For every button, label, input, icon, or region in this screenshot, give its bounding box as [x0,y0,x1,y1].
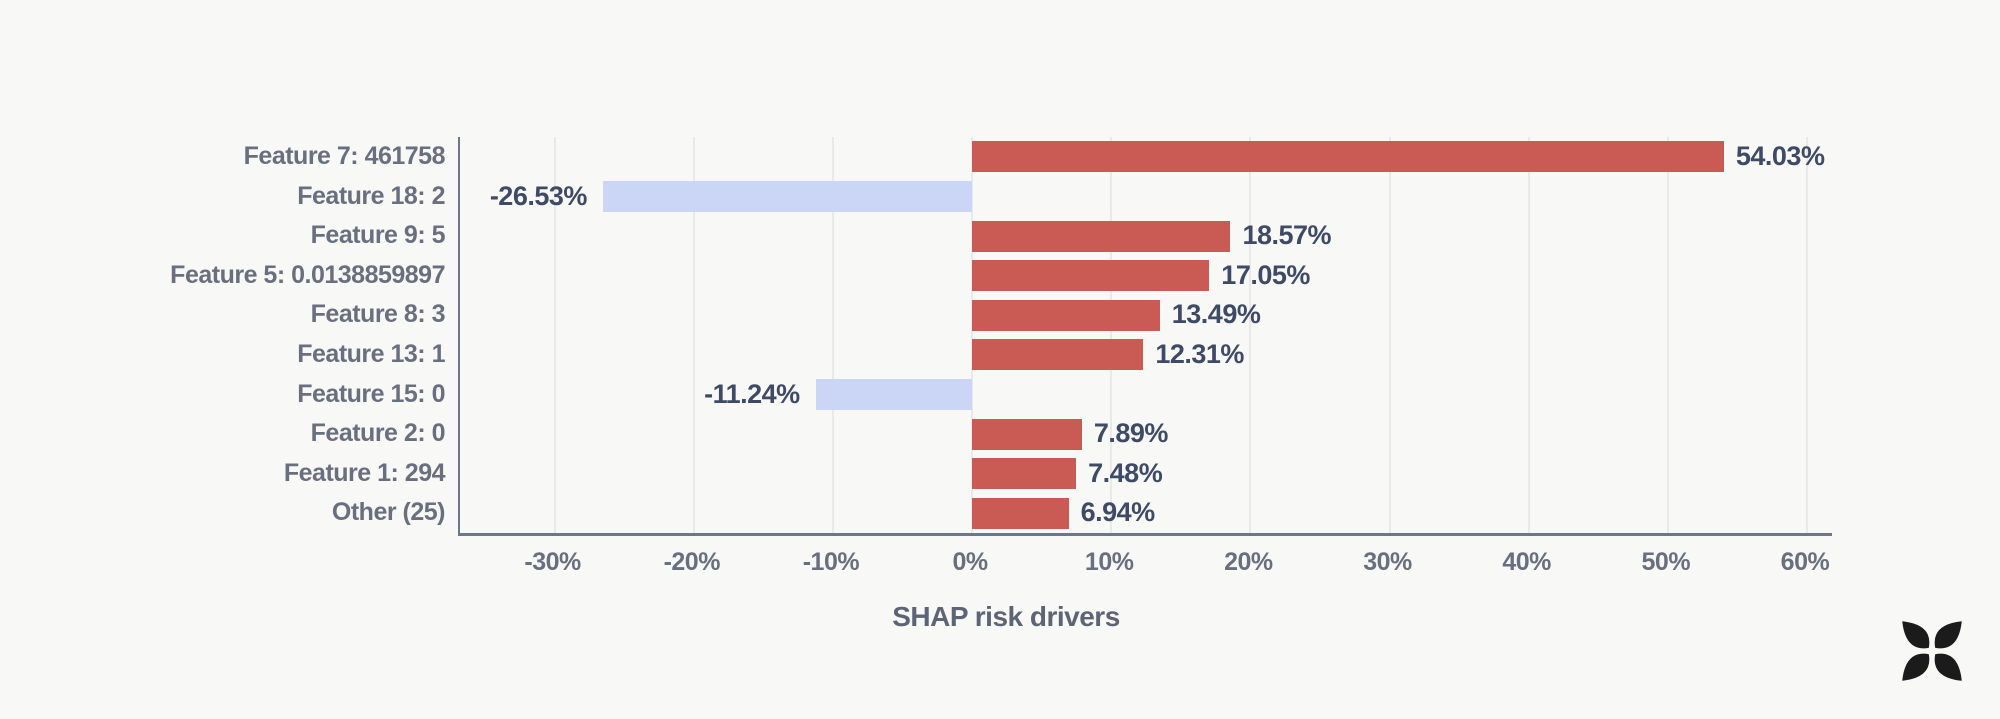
gridline [1388,137,1391,533]
value-label: 18.57% [1242,220,1332,251]
value-label: 6.94% [1080,497,1156,528]
x-tick-label: -30% [524,548,581,576]
bar-negative [602,180,973,212]
value-label: -26.53% [489,180,588,211]
x-axis-title: SHAP risk drivers [892,601,1120,632]
logo-petal-top-right [1934,621,1962,649]
value-label: 13.49% [1171,299,1261,330]
gridline [831,137,834,533]
x-tick-label: 20% [1224,548,1273,576]
x-tick-label: 50% [1641,548,1691,576]
category-label: Feature 1: 294 [283,458,446,487]
x-tick-label: -20% [663,548,721,576]
value-label: 7.48% [1088,457,1163,488]
category-label: Feature 18: 2 [297,181,445,210]
value-label: 12.31% [1155,339,1244,369]
logo-petal-top-left [1902,621,1930,649]
category-label: Feature 2: 0 [310,419,446,448]
bar-positive [972,458,1077,490]
bar-positive [972,220,1231,252]
gridline [1249,137,1252,533]
gridline [971,137,974,533]
gridline [692,137,695,533]
gridline [553,137,556,533]
logo-petal-bottom-right [1934,653,1962,681]
bar-positive [972,299,1160,331]
gridline [1527,137,1530,533]
category-label: Other (25) [331,498,446,527]
logo-petal-bottom-left [1902,653,1930,681]
category-label: Feature 13: 1 [297,340,445,368]
x-tick-label: -10% [802,548,860,576]
bar-negative [815,378,973,410]
x-tick-label: 0% [952,548,988,576]
category-label: Feature 5: 0.0138859897 [170,260,445,289]
gridline [1110,137,1113,533]
bar-positive [972,260,1210,292]
gridline [1666,137,1669,533]
plot-area [458,137,1832,536]
four-petal-flower-icon [1902,621,1962,681]
bar-positive [972,497,1069,529]
category-label: Feature 15: 0 [297,379,445,408]
category-label: Feature 7: 461758 [243,142,446,170]
x-tick-label: 40% [1502,548,1551,576]
category-label: Feature 9: 5 [310,221,446,250]
x-tick-label: 10% [1084,548,1134,576]
value-label: 54.03% [1735,141,1825,171]
bar-positive [972,141,1724,173]
x-tick-label: 30% [1363,548,1412,576]
bar-positive [972,418,1082,450]
value-label: -11.24% [704,378,800,409]
gridline [1805,137,1808,533]
bar-positive [972,339,1144,371]
value-label: 17.05% [1221,259,1310,290]
category-label: Feature 8: 3 [310,300,446,329]
x-tick-label: 60% [1780,548,1830,576]
value-label: 7.89% [1093,418,1169,449]
